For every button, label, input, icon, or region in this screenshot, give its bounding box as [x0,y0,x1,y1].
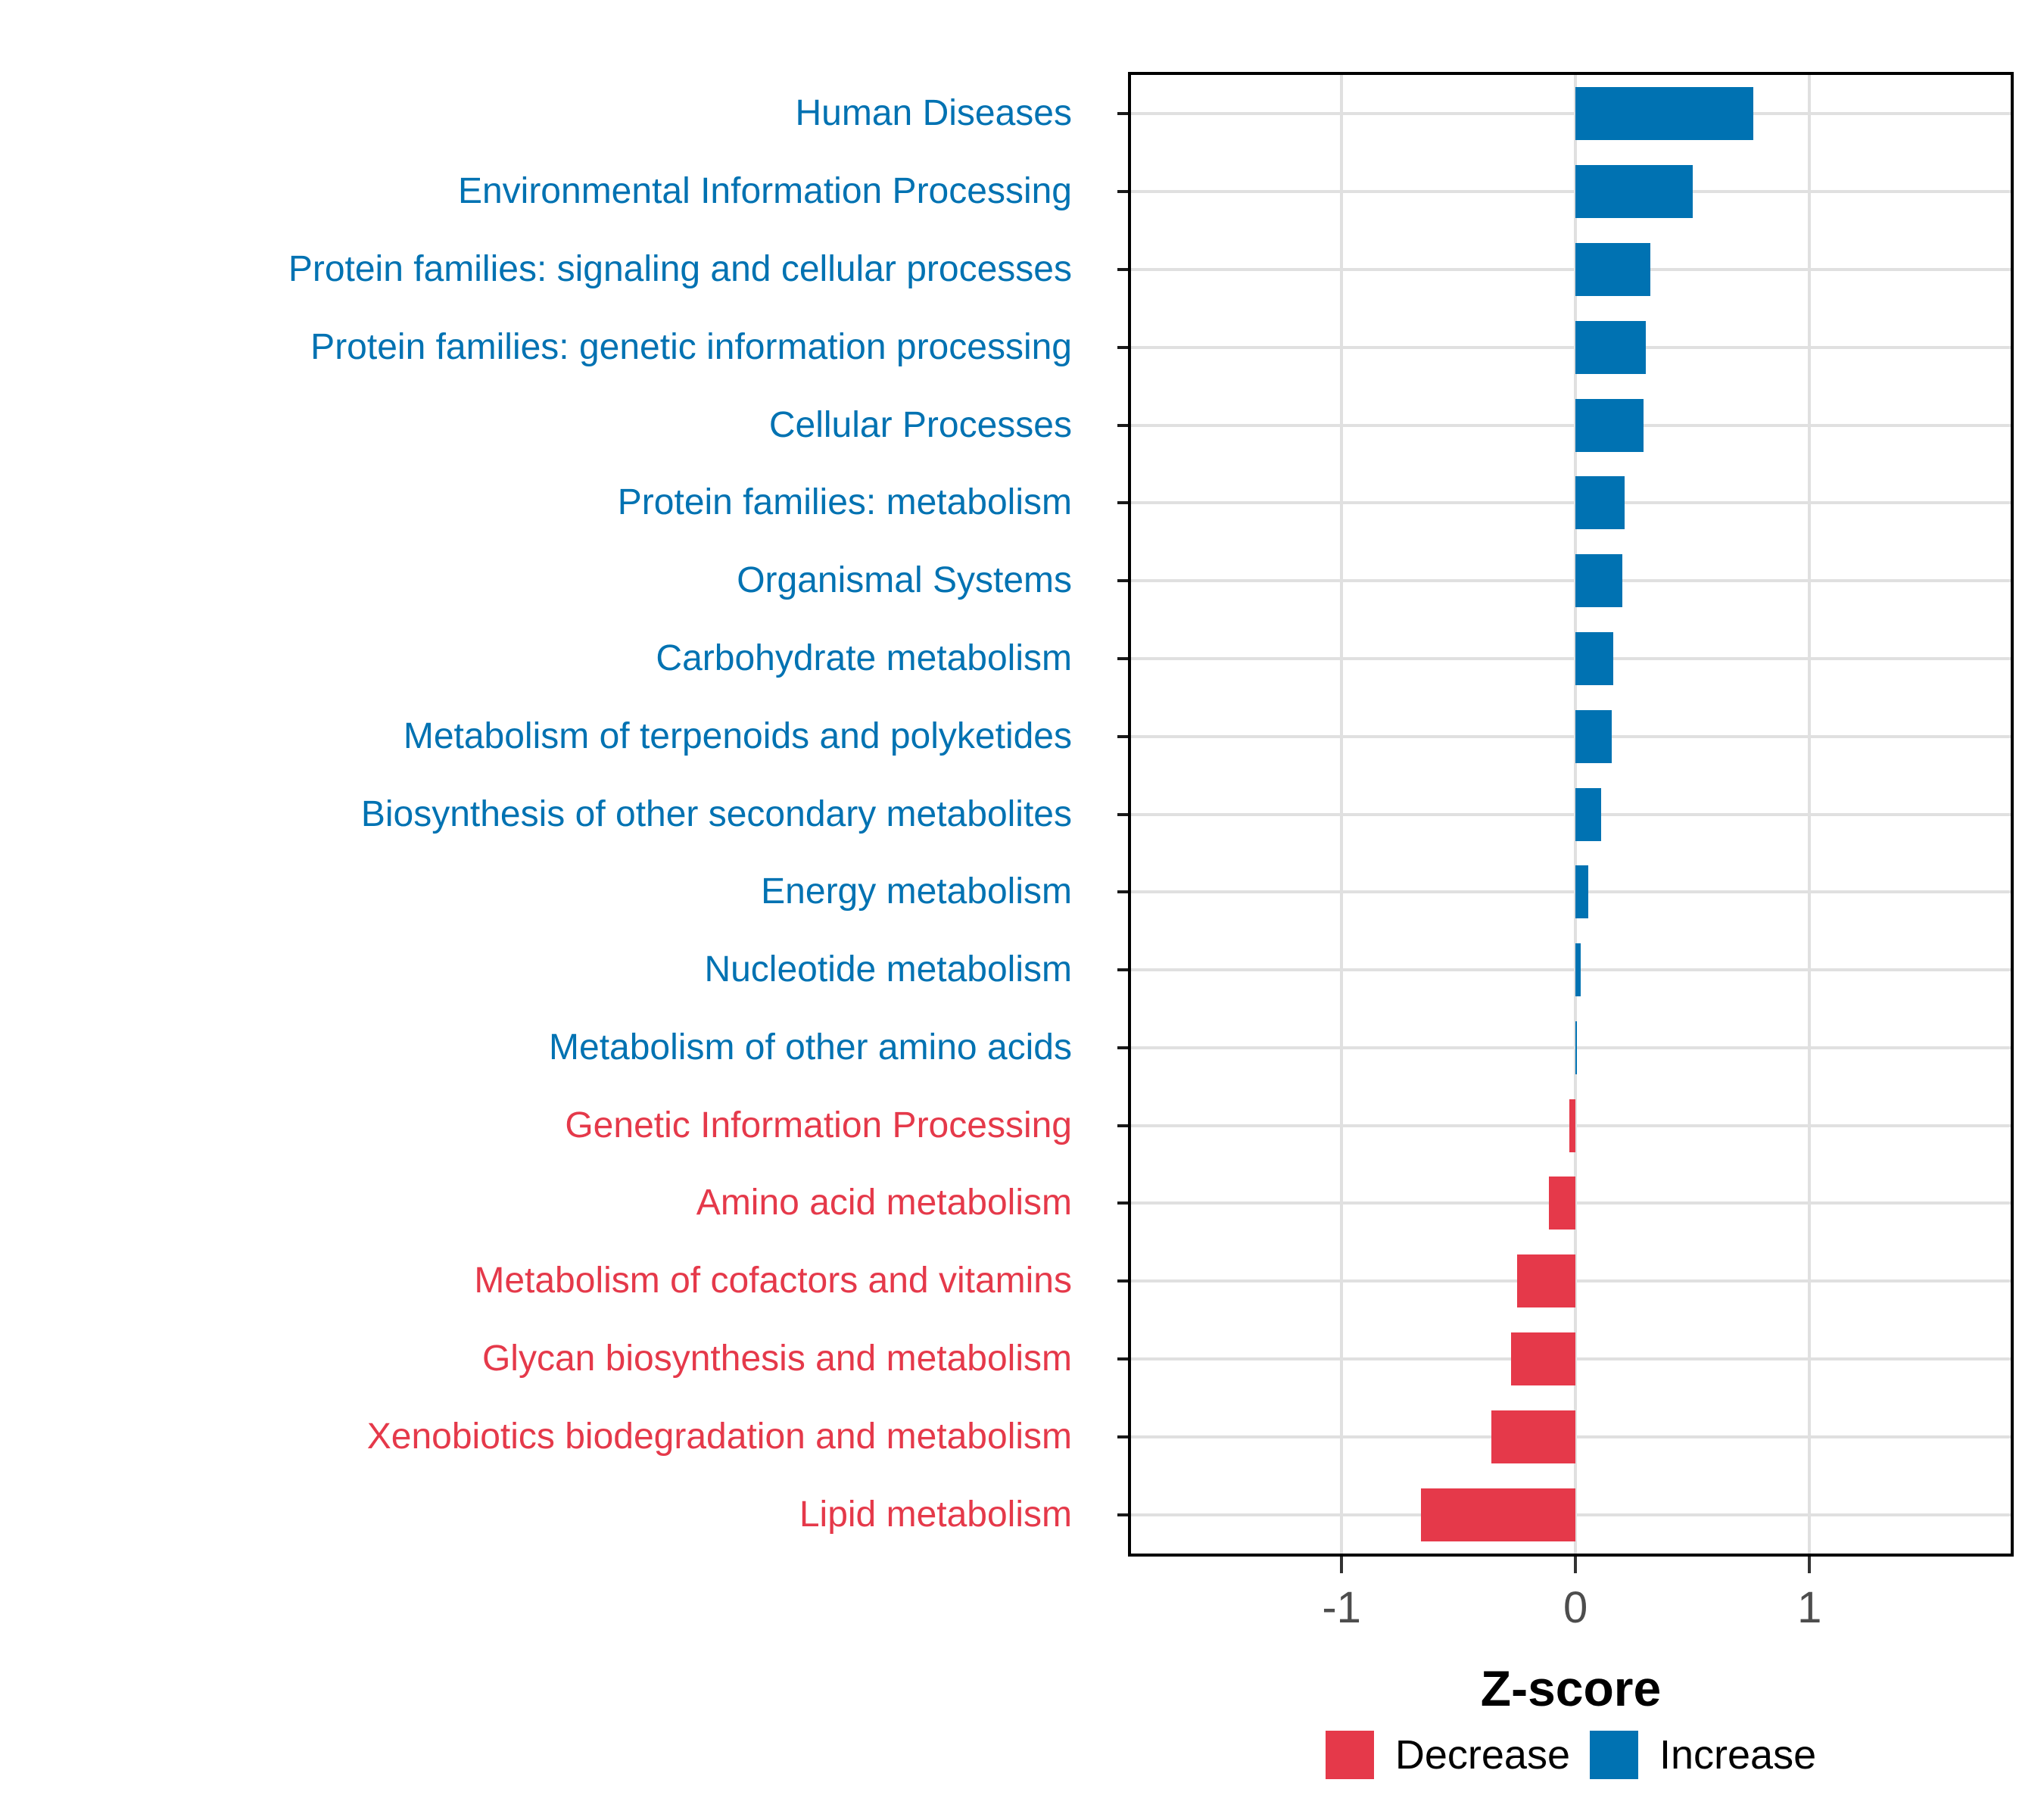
y-tick-mark [1117,579,1128,583]
y-tick-mark [1117,112,1128,116]
category-label: Protein families: genetic information pr… [310,326,1072,367]
bar-decrease [1511,1332,1576,1386]
legend-label-increase: Increase [1659,1732,1817,1778]
bar-decrease [1548,1177,1576,1230]
plot-panel [1128,72,2014,1557]
legend-entry-increase: Increase [1589,1731,1817,1779]
gridline-vertical [1808,75,1812,1554]
y-tick-mark [1117,1279,1128,1283]
y-tick-mark [1117,423,1128,427]
y-tick-mark [1117,190,1128,194]
x-tick-mark [1340,1557,1344,1573]
category-label: Organismal Systems [737,560,1072,601]
gridline-horizontal [1131,423,2011,427]
y-tick-mark [1117,812,1128,816]
y-tick-mark [1117,890,1128,894]
category-label: Metabolism of other amino acids [549,1027,1072,1067]
gridline-horizontal [1131,890,2011,894]
y-tick-mark [1117,501,1128,505]
category-label: Lipid metabolism [799,1494,1072,1535]
y-tick-mark [1117,968,1128,972]
y-tick-mark [1117,345,1128,349]
category-label: Amino acid metabolism [696,1183,1072,1223]
gridline-horizontal [1131,190,2011,194]
legend-label-decrease: Decrease [1394,1732,1570,1778]
gridline-horizontal [1131,656,2011,660]
y-tick-mark [1117,1124,1128,1127]
gridline-vertical [1340,75,1344,1554]
legend-entry-decrease: Decrease [1325,1731,1570,1779]
bar-increase [1575,943,1581,997]
gridline-horizontal [1131,812,2011,816]
x-axis-tick-marks [1128,1557,2014,1573]
y-tick-mark [1117,1435,1128,1438]
category-label: Carbohydrate metabolism [656,637,1072,678]
bar-increase [1575,1021,1578,1074]
decrease-swatch-icon [1325,1731,1374,1779]
x-axis-tick-labels: -1 0 1 [1128,1581,2014,1641]
category-label: Nucleotide metabolism [704,949,1072,990]
category-label: Cellular Processes [768,404,1072,445]
gridline-horizontal [1131,579,2011,583]
x-tick-mark [1808,1557,1812,1573]
gridline-horizontal [1131,112,2011,116]
category-label: Energy metabolism [761,871,1072,912]
bar-increase [1575,865,1589,919]
x-axis-title: Z-score [1480,1660,1662,1716]
y-tick-mark [1117,267,1128,271]
category-label: Environmental Information Processing [457,171,1072,212]
gridline-horizontal [1131,1046,2011,1049]
y-tick-mark [1117,1513,1128,1516]
bar-increase [1575,398,1644,452]
y-axis-category-labels: Human Diseases Environmental Information … [0,75,1111,1554]
gridline-horizontal [1131,267,2011,271]
category-label: Biosynthesis of other secondary metaboli… [360,793,1072,834]
x-tick-label: 0 [1563,1583,1588,1632]
y-tick-mark [1117,1357,1128,1361]
bar-increase [1575,320,1646,374]
gridline-horizontal [1131,501,2011,505]
category-label: Human Diseases [795,93,1072,134]
y-tick-mark [1117,1201,1128,1205]
bar-decrease [1491,1410,1576,1463]
category-label: Protein families: metabolism [617,482,1072,523]
bar-increase [1575,554,1622,608]
bar-increase [1575,242,1651,296]
x-tick-label: 1 [1797,1583,1822,1632]
increase-swatch-icon [1589,1731,1638,1779]
gridline-horizontal [1131,968,2011,972]
bar-increase [1575,476,1625,530]
y-tick-mark [1117,734,1128,738]
bar-decrease [1569,1099,1576,1152]
y-tick-mark [1117,1046,1128,1049]
bar-increase [1575,787,1602,841]
gridline-horizontal [1131,734,2011,738]
category-label: Metabolism of cofactors and vitamins [474,1261,1072,1301]
category-label: Glycan biosynthesis and metabolism [481,1339,1072,1379]
category-label: Protein families: signaling and cellular… [288,248,1072,289]
bar-increase [1575,87,1754,141]
x-tick-label: -1 [1322,1583,1361,1632]
bar-decrease [1421,1488,1576,1541]
y-axis-tick-marks [1117,75,1128,1554]
bar-increase [1575,631,1613,685]
x-tick-mark [1574,1557,1578,1573]
bar-decrease [1516,1254,1576,1308]
legend: Decrease Increase [1128,1728,2014,1782]
category-label: Genetic Information Processing [565,1105,1072,1145]
category-label: Metabolism of terpenoids and polyketides [403,715,1072,756]
category-label: Xenobiotics biodegradation and metabolis… [366,1416,1072,1457]
bar-increase [1575,165,1693,219]
gridline-horizontal [1131,345,2011,349]
bar-increase [1575,709,1612,763]
y-tick-mark [1117,656,1128,660]
